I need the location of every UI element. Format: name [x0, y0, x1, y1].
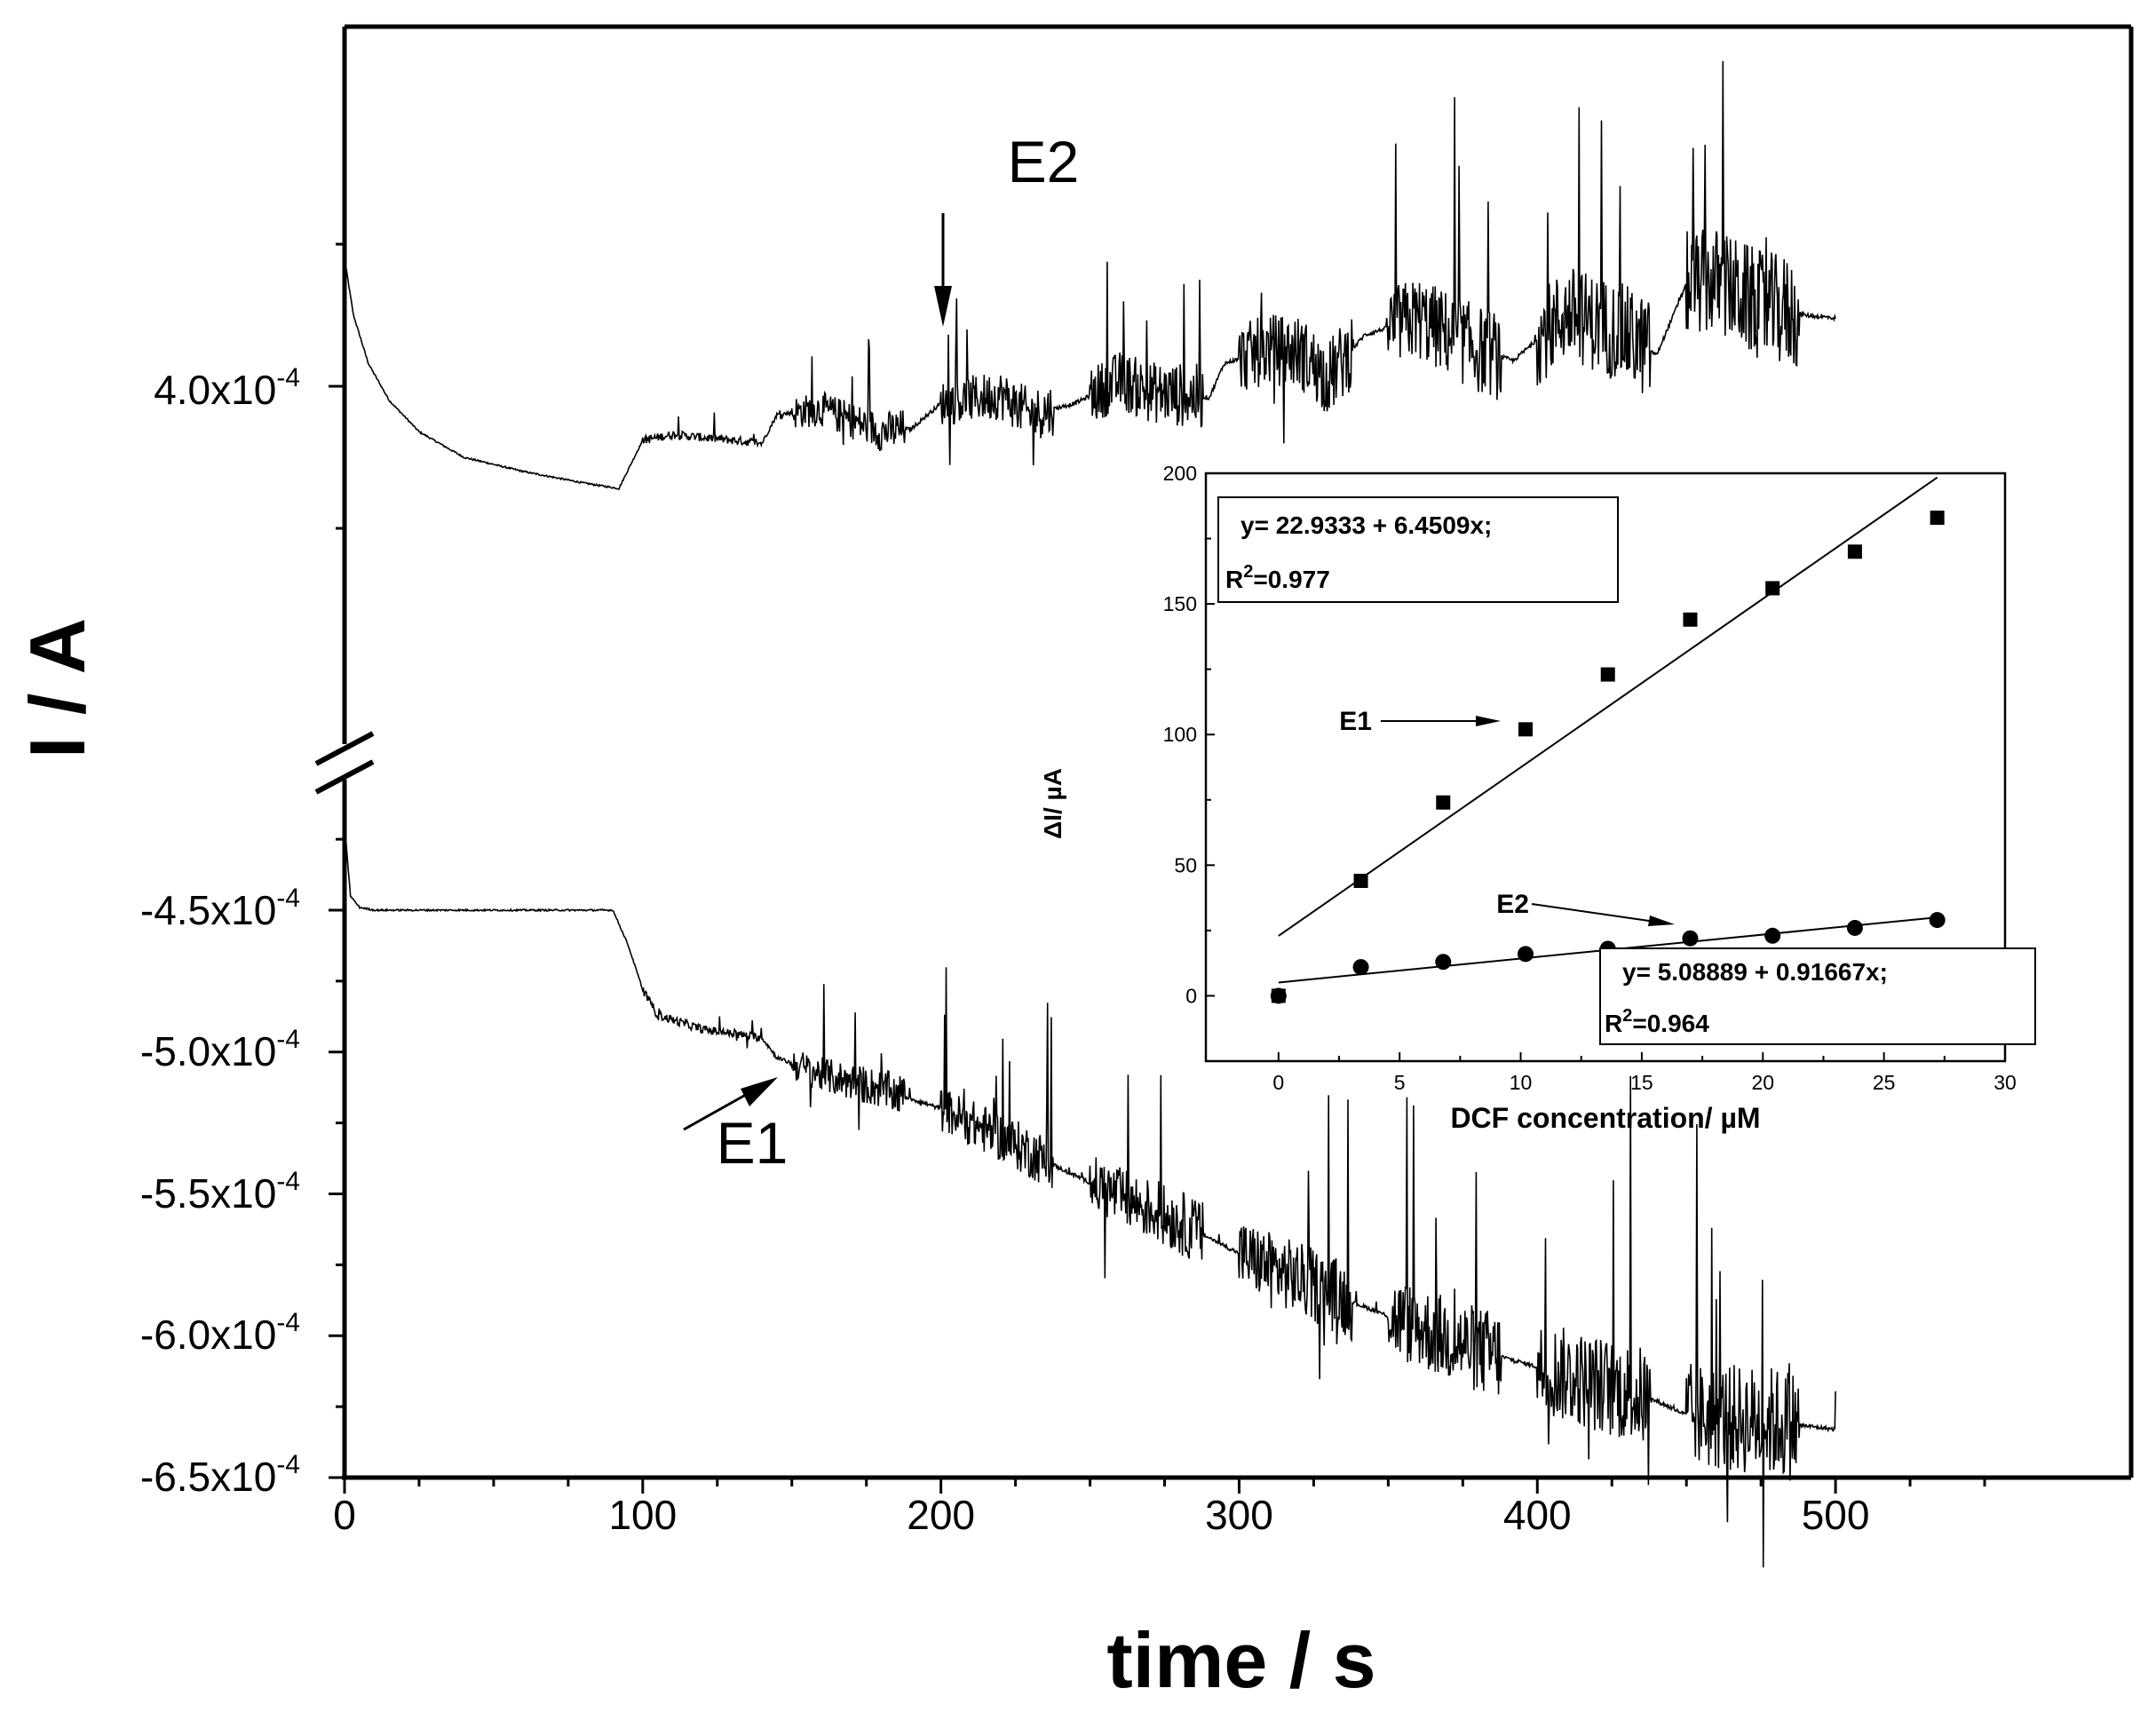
inset-x-axis-title: DCF concentration/ µM	[1450, 1102, 1760, 1134]
axis-break-mark-lower	[314, 759, 375, 795]
y-tick-mantissa: -5.0x10	[140, 1028, 276, 1074]
x-tick-label: 200	[907, 1492, 975, 1538]
r2-value: =0.964	[1632, 1010, 1709, 1037]
data-point-e2	[1682, 930, 1699, 947]
inset-annotation-e1-label: E1	[1339, 707, 1372, 736]
y-tick-mantissa: -4.5x10	[140, 887, 276, 933]
data-point-e1	[1765, 581, 1780, 596]
series-line-e2	[344, 60, 1836, 491]
x-tick-label: 500	[1802, 1492, 1870, 1538]
inset-x-tick-label: 25	[1873, 1071, 1896, 1094]
inset-y-tick-label: 50	[1174, 853, 1197, 876]
inset-y-axis-title: ΔI/ µA	[1039, 768, 1066, 839]
annotation-e1: E1	[683, 1077, 789, 1176]
inset-marks: 0 5 10 15 20 25 30 0 50 100 150 200	[1163, 462, 2017, 1094]
data-point-e2	[1764, 927, 1781, 944]
y-tick-mantissa: 4.0x10	[154, 367, 276, 413]
y-tick-mantissa: -6.0x10	[140, 1312, 276, 1358]
y-tick-label: -5.0x10-4	[140, 1025, 300, 1074]
equation-e1-text: y= 22.9333 + 6.4509x;	[1240, 511, 1492, 539]
r2-superscript: 2	[1243, 562, 1253, 582]
inset-annotation-e2: E2	[1496, 890, 1675, 926]
inset-annotation-e2-arrow-shaft	[1531, 903, 1656, 923]
inset-annotation-e2-arrow-head	[1648, 915, 1675, 926]
inset-x-tick-label: 30	[1994, 1071, 2017, 1094]
inset-annotation-e1-arrow-head	[1476, 716, 1501, 726]
y-tick-exponent: -4	[276, 363, 300, 392]
annotation-e2: E2	[934, 129, 1079, 327]
inset-y-tick-label: 150	[1163, 592, 1197, 615]
y-tick-mantissa: -6.5x10	[140, 1454, 276, 1500]
fit-line-e1	[1278, 476, 1938, 937]
x-tick-label: 100	[608, 1492, 677, 1538]
y-tick-exponent: -4	[276, 1450, 300, 1479]
inset-x-tick-label: 0	[1272, 1071, 1284, 1094]
y-tick-label: 4.0x10-4	[154, 363, 300, 413]
r2-value: =0.977	[1253, 566, 1329, 593]
equation-e2-text: y= 5.08889 + 0.91667x;	[1622, 958, 1888, 986]
y-tick-label: -4.5x10-4	[140, 884, 300, 933]
inset-y-tick-label: 0	[1185, 984, 1197, 1007]
annotation-e1-arrow-head	[741, 1077, 778, 1106]
data-point-e1	[1683, 612, 1698, 627]
equation-box-e2: y= 5.08889 + 0.91667x; R2=0.964	[1599, 947, 2036, 1045]
r2-superscript: 2	[1622, 1006, 1632, 1026]
y-tick-exponent: -4	[276, 884, 300, 913]
equation-e2-r2: R2=0.964	[1605, 1006, 1709, 1037]
x-axis-title: time / s	[1106, 1616, 1375, 1704]
y-tick-mantissa: -5.5x10	[140, 1170, 276, 1217]
inset-x-tick-label: 5	[1394, 1071, 1406, 1094]
x-tick-label: 0	[333, 1492, 356, 1538]
data-point-e1	[1518, 722, 1533, 737]
data-point-e2	[1518, 946, 1534, 963]
data-point-e2	[1929, 912, 1946, 929]
data-point-e1	[1847, 544, 1862, 559]
y-tick-exponent: -4	[276, 1025, 300, 1054]
y-tick-exponent: -4	[276, 1308, 300, 1337]
y-tick-label: -5.5x10-4	[140, 1167, 300, 1217]
y-axis-title: I / A	[13, 618, 101, 758]
data-point-e2	[1352, 959, 1369, 976]
annotation-e1-arrow-shaft	[683, 1090, 751, 1131]
series-line-e1	[344, 825, 1836, 1568]
main-plot-marks: 0 100 200 300 400 500	[329, 60, 1986, 1568]
inset-x-tick-label: 10	[1510, 1071, 1533, 1094]
data-point-e1	[1600, 667, 1615, 682]
data-point-e1	[1353, 873, 1368, 888]
y-tick-label: -6.5x10-4	[140, 1450, 300, 1500]
main-plot-frame	[314, 24, 2134, 1480]
inset-annotation-e2-label: E2	[1496, 890, 1529, 919]
r2-prefix: R	[1605, 1010, 1622, 1037]
y-tick-exponent: -4	[276, 1167, 300, 1196]
equation-box-e2-frame	[1599, 947, 2036, 1045]
annotation-e1-label: E1	[717, 1110, 789, 1176]
data-point-e1	[1930, 511, 1945, 526]
inset-y-tick-label: 100	[1163, 723, 1197, 746]
axis-break-mark-upper	[314, 731, 375, 766]
inset-chart: 0 5 10 15 20 25 30 0 50 100 150 200 y= 22.9333 + 6.…	[1039, 462, 2036, 1134]
annotation-e2-arrow-head	[934, 286, 952, 327]
main-y-tick-labels: 4.0x10-4 -4.5x10-4 -5.0x10-4 -5.5x10-4 -…	[140, 363, 300, 1500]
inset-x-tick-label: 20	[1751, 1071, 1774, 1094]
equation-box-e1-frame	[1217, 496, 1619, 603]
r2-prefix: R	[1225, 566, 1243, 593]
data-point-e2	[1270, 987, 1287, 1004]
equation-e1-r2: R2=0.977	[1225, 562, 1330, 593]
data-point-e1	[1436, 795, 1451, 810]
x-tick-label: 300	[1205, 1492, 1273, 1538]
data-point-e2	[1846, 919, 1863, 936]
inset-x-tick-label: 15	[1630, 1071, 1653, 1094]
inset-annotation-e1: E1	[1339, 707, 1501, 736]
x-tick-label: 400	[1503, 1492, 1572, 1538]
data-point-e2	[1435, 954, 1452, 971]
y-tick-label: -6.0x10-4	[140, 1308, 300, 1358]
annotation-e2-label: E2	[1008, 129, 1080, 194]
equation-box-e1: y= 22.9333 + 6.4509x; R2=0.977	[1217, 496, 1619, 603]
inset-y-tick-label: 200	[1163, 462, 1197, 485]
